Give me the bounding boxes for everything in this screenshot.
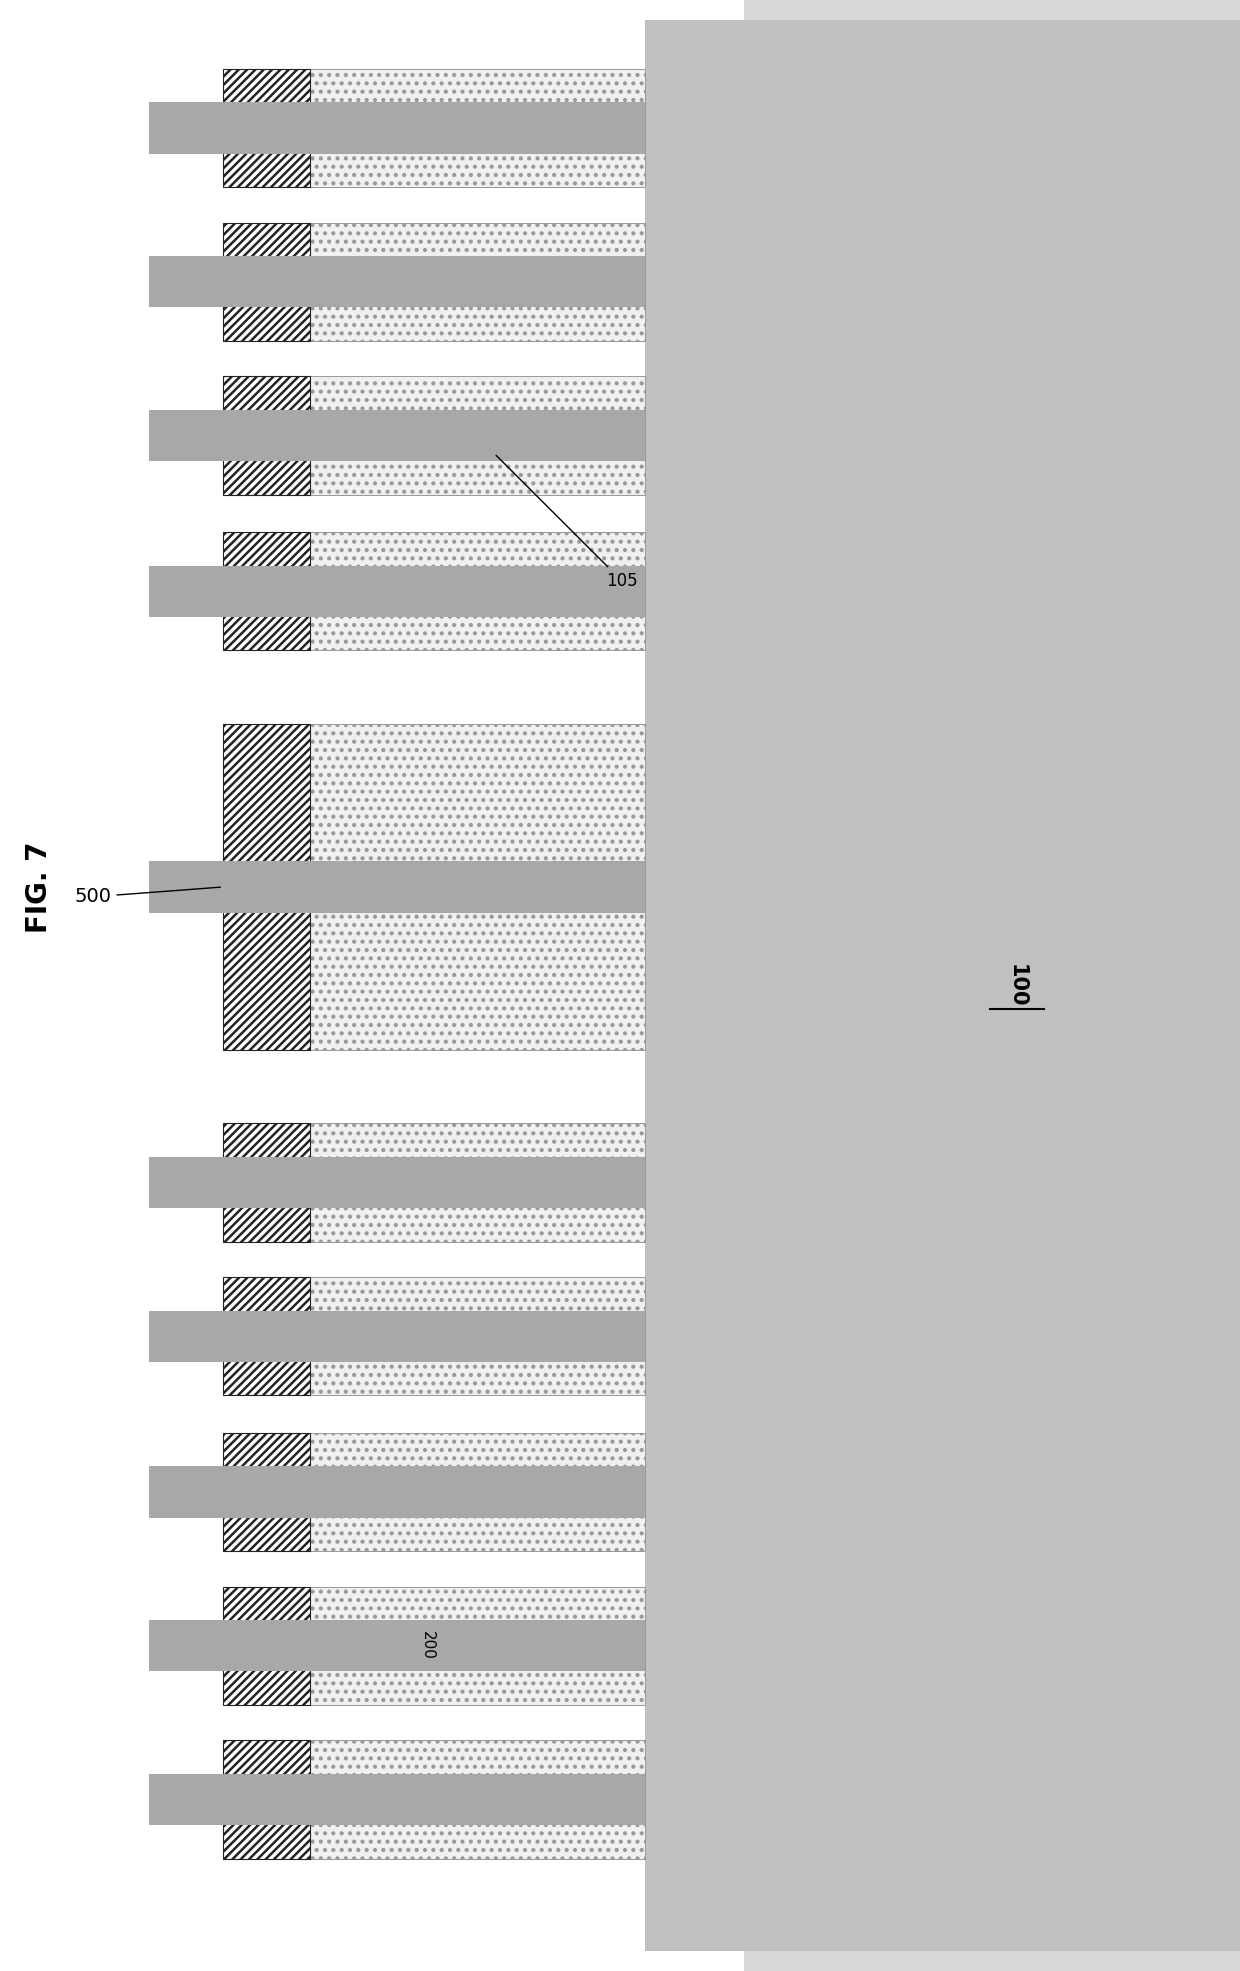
- Bar: [223, 723, 310, 1049]
- Bar: [645, 20, 1240, 1951]
- Bar: [310, 1587, 645, 1705]
- Bar: [223, 69, 310, 187]
- Bar: [0, 0, 744, 1971]
- Bar: [310, 723, 645, 1049]
- Bar: [310, 1740, 645, 1859]
- Bar: [310, 532, 645, 650]
- Bar: [310, 69, 645, 187]
- Bar: [310, 1433, 645, 1551]
- Text: 105: 105: [496, 455, 637, 589]
- Text: 200: 200: [419, 1632, 435, 1660]
- Bar: [149, 566, 645, 617]
- Bar: [223, 376, 310, 495]
- Bar: [223, 223, 310, 341]
- Bar: [149, 861, 645, 913]
- Bar: [149, 1311, 645, 1362]
- Bar: [310, 376, 645, 495]
- Bar: [149, 256, 645, 307]
- Bar: [149, 1774, 645, 1825]
- Bar: [310, 1123, 645, 1242]
- Bar: [149, 1620, 645, 1671]
- Bar: [223, 1277, 310, 1395]
- Bar: [310, 1277, 645, 1395]
- Bar: [223, 1433, 310, 1551]
- Bar: [223, 1740, 310, 1859]
- Bar: [149, 410, 645, 461]
- Bar: [310, 223, 645, 341]
- Text: FIG. 7: FIG. 7: [25, 842, 53, 932]
- Text: 100: 100: [1007, 964, 1027, 1007]
- Bar: [149, 102, 645, 154]
- Bar: [223, 1587, 310, 1705]
- Bar: [149, 1466, 645, 1518]
- Bar: [149, 1157, 645, 1208]
- Bar: [223, 532, 310, 650]
- Text: 500: 500: [74, 887, 221, 907]
- Bar: [223, 1123, 310, 1242]
